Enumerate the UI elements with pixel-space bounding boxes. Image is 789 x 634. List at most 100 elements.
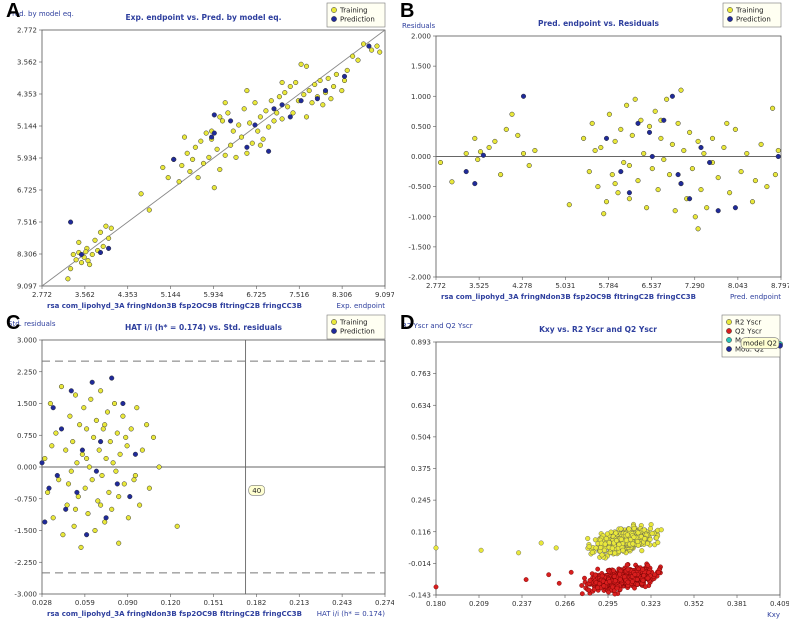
data-point: [477, 149, 484, 155]
q2-yscr-point: [640, 567, 646, 572]
panel-a: A Exp. endpoint vs. Pred. by model eq. Pr…: [0, 0, 395, 312]
data-point: [39, 460, 45, 466]
data-point: [732, 126, 738, 132]
data-point: [695, 226, 701, 232]
data-point: [772, 172, 778, 178]
data-point: [84, 455, 90, 462]
r2-yscr-point: [613, 530, 619, 536]
x-axis-label: HAT i/i (h* = 0.174): [317, 610, 386, 618]
data-point: [109, 375, 115, 381]
data-point: [54, 472, 60, 479]
data-point: [132, 472, 138, 479]
data-point: [85, 511, 91, 517]
data-point: [463, 150, 469, 157]
data-point: [526, 162, 532, 169]
data-point: [93, 468, 99, 474]
panel-b: B Pred. endpoint vs. Residuals Residuals 2…: [394, 0, 789, 312]
y-tick-label: 0.000: [411, 153, 431, 161]
y-tick-label: 2.250: [17, 368, 37, 376]
r2-yscr-point: [433, 545, 439, 551]
x-tick-label: 0.237: [512, 600, 532, 608]
y-axis-label: Std. residuals: [8, 320, 56, 328]
data-point: [74, 489, 80, 495]
q2-yscr-point: [606, 579, 612, 585]
q2-yscr-point: [645, 575, 651, 581]
r2-yscr-point: [623, 537, 629, 543]
data-point: [328, 96, 334, 102]
data-point: [624, 102, 630, 108]
data-point: [60, 532, 66, 538]
data-point: [195, 175, 201, 181]
x-tick-label: 2.772: [426, 282, 446, 290]
data-point: [79, 447, 85, 453]
q2-yscr-point: [625, 567, 631, 572]
r2-yscr-point: [599, 552, 605, 558]
panel-letter-a: A: [6, 0, 21, 22]
data-point: [649, 166, 655, 172]
data-point: [669, 93, 675, 99]
r2-yscr-point: [647, 536, 653, 542]
data-point: [303, 63, 310, 69]
data-point: [566, 202, 572, 208]
y-tick-label: 0.634: [411, 402, 432, 410]
data-point: [314, 96, 320, 102]
data-point: [312, 81, 318, 88]
q2-yscr-point: [433, 584, 439, 590]
y-tick-label: -2.000: [408, 274, 431, 282]
data-point: [144, 422, 150, 428]
x-tick-label: 0.295: [598, 600, 618, 608]
data-point: [171, 156, 177, 162]
data-point: [472, 135, 478, 141]
data-point: [233, 154, 239, 160]
data-point: [139, 447, 145, 453]
q2-yscr-point: [595, 585, 601, 591]
data-point: [74, 460, 80, 466]
data-point: [732, 205, 738, 211]
q2-yscr-point: [579, 591, 585, 597]
data-point: [360, 41, 367, 47]
data-point: [263, 108, 269, 114]
data-point: [276, 94, 282, 100]
data-point: [97, 229, 104, 235]
data-point: [228, 142, 234, 148]
data-point: [689, 166, 695, 172]
x-tick-label: 3.562: [75, 291, 95, 299]
data-point: [127, 494, 133, 500]
data-point: [249, 140, 255, 146]
legend-marker: [726, 328, 732, 334]
data-point: [146, 485, 152, 491]
data-point: [89, 477, 95, 483]
y-tick-label: 0.763: [411, 370, 431, 378]
data-point: [293, 79, 299, 86]
data-point: [437, 159, 444, 166]
panel-letter-d: D: [400, 312, 415, 334]
data-point: [110, 460, 116, 466]
data-point: [257, 142, 263, 148]
data-point: [160, 164, 166, 171]
y-tick-label: 2.000: [411, 33, 431, 41]
data-point: [678, 87, 684, 93]
data-point: [184, 150, 190, 156]
r2-yscr-point: [612, 550, 618, 556]
data-point: [274, 110, 280, 116]
y-tick-label: 3.562: [17, 59, 37, 67]
y-axis-label: Pred. by model eq.: [8, 10, 74, 18]
x-tick-label: 3.525: [469, 282, 489, 290]
r2-yscr-point: [626, 526, 632, 532]
r2-yscr-point: [647, 526, 653, 532]
data-point: [641, 150, 647, 157]
data-point: [132, 451, 138, 457]
data-point: [632, 96, 638, 102]
r2-yscr-point: [641, 527, 647, 533]
data-point: [225, 110, 231, 116]
data-point: [266, 124, 272, 130]
y-tick-label: 6.725: [17, 187, 37, 195]
data-point: [46, 485, 52, 491]
data-point: [698, 144, 704, 151]
legend-label: Prediction: [340, 328, 375, 336]
q2-yscr-point: [556, 580, 562, 586]
data-point: [320, 102, 326, 108]
data-point: [727, 190, 733, 196]
data-point: [91, 434, 97, 440]
x-tick-label: 4.353: [118, 291, 138, 299]
